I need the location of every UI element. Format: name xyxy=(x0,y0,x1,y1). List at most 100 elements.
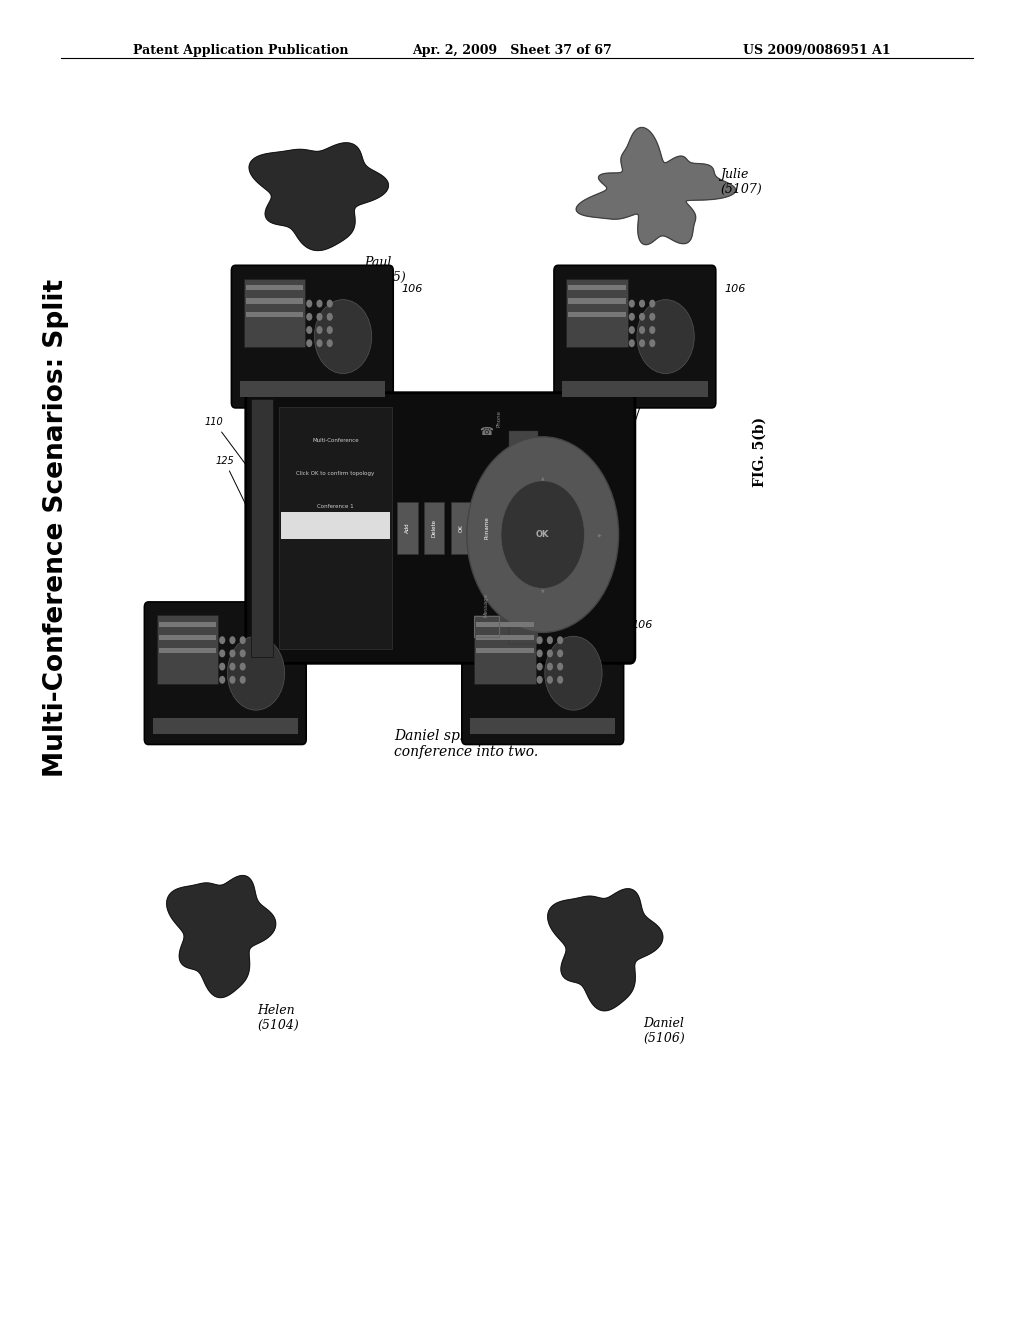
Circle shape xyxy=(467,437,618,632)
FancyBboxPatch shape xyxy=(462,602,624,744)
Circle shape xyxy=(547,663,553,671)
Circle shape xyxy=(557,676,563,684)
Circle shape xyxy=(639,300,645,308)
Text: Rename: Rename xyxy=(485,516,489,540)
Bar xyxy=(251,399,273,657)
Circle shape xyxy=(649,326,655,334)
Circle shape xyxy=(229,676,236,684)
Circle shape xyxy=(537,676,543,684)
Circle shape xyxy=(501,480,585,589)
Circle shape xyxy=(629,300,635,308)
Text: Julie
(5107): Julie (5107) xyxy=(720,169,762,197)
Text: Helen
(5104): Helen (5104) xyxy=(257,1003,299,1031)
Bar xyxy=(159,635,216,640)
FancyBboxPatch shape xyxy=(157,615,218,684)
FancyBboxPatch shape xyxy=(554,265,716,408)
Bar xyxy=(476,622,534,627)
Circle shape xyxy=(557,636,563,644)
Circle shape xyxy=(629,326,635,334)
Text: Apr. 2, 2009   Sheet 37 of 67: Apr. 2, 2009 Sheet 37 of 67 xyxy=(412,44,612,57)
Bar xyxy=(240,381,385,397)
Circle shape xyxy=(306,300,312,308)
Circle shape xyxy=(327,326,333,334)
Circle shape xyxy=(537,663,543,671)
FancyBboxPatch shape xyxy=(566,279,628,347)
Circle shape xyxy=(219,636,225,644)
Circle shape xyxy=(649,339,655,347)
Circle shape xyxy=(219,649,225,657)
Circle shape xyxy=(219,663,225,671)
Text: Click OK to confirm topology: Click OK to confirm topology xyxy=(296,471,375,475)
Bar xyxy=(246,285,303,290)
Text: Phone: Phone xyxy=(497,409,502,426)
Text: US 2009/0086951 A1: US 2009/0086951 A1 xyxy=(743,44,891,57)
Bar xyxy=(509,432,538,499)
Circle shape xyxy=(240,636,246,644)
Bar xyxy=(281,512,390,539)
Text: Daniel splits the
conference into two.: Daniel splits the conference into two. xyxy=(394,729,539,759)
Bar xyxy=(279,407,392,649)
Text: Message: Message xyxy=(484,594,488,618)
Bar xyxy=(397,502,418,554)
Bar xyxy=(509,576,538,644)
Circle shape xyxy=(327,313,333,321)
Bar xyxy=(476,648,534,653)
Text: 106: 106 xyxy=(632,620,653,631)
Text: ▶: ▶ xyxy=(598,532,601,537)
Circle shape xyxy=(306,313,312,321)
Circle shape xyxy=(327,300,333,308)
Bar xyxy=(568,285,626,290)
Text: ▼: ▼ xyxy=(541,589,545,594)
Circle shape xyxy=(327,339,333,347)
Text: 125: 125 xyxy=(215,455,250,512)
Text: ◀: ◀ xyxy=(484,532,487,537)
Text: FIG. 5(b): FIG. 5(b) xyxy=(753,416,767,487)
Circle shape xyxy=(306,326,312,334)
Circle shape xyxy=(229,663,236,671)
Text: 110: 110 xyxy=(205,417,249,469)
Circle shape xyxy=(649,313,655,321)
Polygon shape xyxy=(548,888,663,1011)
Circle shape xyxy=(306,339,312,347)
Bar xyxy=(246,312,303,317)
Circle shape xyxy=(557,649,563,657)
FancyBboxPatch shape xyxy=(474,615,536,684)
Circle shape xyxy=(314,300,372,374)
Circle shape xyxy=(537,649,543,657)
Text: 106: 106 xyxy=(401,284,423,294)
Circle shape xyxy=(316,300,323,308)
Bar xyxy=(246,298,303,304)
Bar xyxy=(476,635,534,640)
Circle shape xyxy=(219,676,225,684)
Bar xyxy=(477,502,498,554)
Circle shape xyxy=(240,663,246,671)
Bar xyxy=(153,718,298,734)
Text: OK: OK xyxy=(536,531,550,539)
Circle shape xyxy=(629,313,635,321)
Text: 100: 100 xyxy=(314,620,336,631)
Bar xyxy=(562,381,708,397)
Circle shape xyxy=(639,326,645,334)
Circle shape xyxy=(229,636,236,644)
Circle shape xyxy=(545,636,602,710)
Circle shape xyxy=(229,649,236,657)
Bar xyxy=(451,502,471,554)
Text: 112: 112 xyxy=(651,383,673,393)
Text: Daniel
(5106): Daniel (5106) xyxy=(643,1016,685,1044)
Text: 115: 115 xyxy=(239,607,259,618)
Text: OK: OK xyxy=(459,524,463,532)
Bar xyxy=(159,648,216,653)
Bar xyxy=(568,298,626,304)
Circle shape xyxy=(547,636,553,644)
Circle shape xyxy=(557,663,563,671)
Text: 116: 116 xyxy=(424,647,444,657)
Circle shape xyxy=(316,326,323,334)
Circle shape xyxy=(227,636,285,710)
Circle shape xyxy=(316,313,323,321)
Text: Multi-Conference: Multi-Conference xyxy=(312,438,358,442)
Circle shape xyxy=(316,339,323,347)
Polygon shape xyxy=(249,143,388,251)
Bar xyxy=(159,622,216,627)
Circle shape xyxy=(240,649,246,657)
Circle shape xyxy=(629,339,635,347)
